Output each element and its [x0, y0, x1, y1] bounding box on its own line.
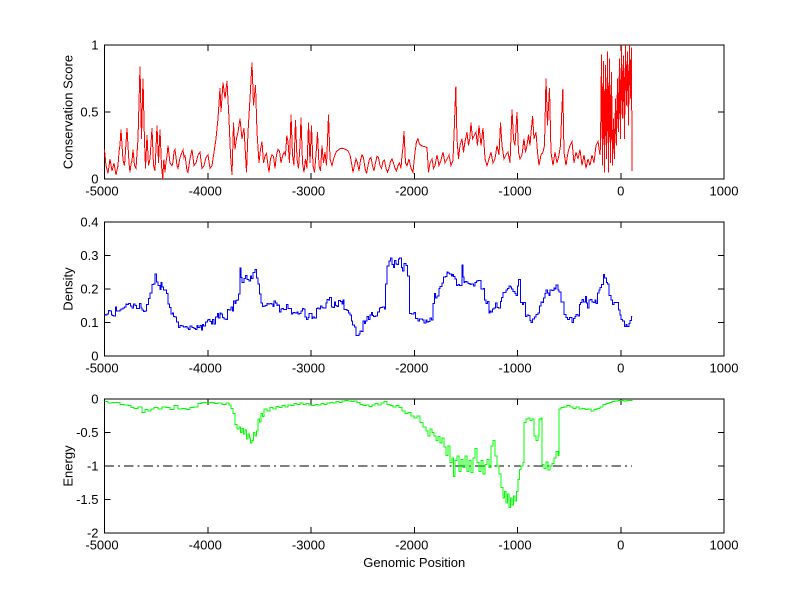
svg-text:0: 0	[91, 349, 98, 364]
svg-text:-1000: -1000	[498, 184, 531, 199]
svg-text:Genomic Position: Genomic Position	[363, 555, 465, 570]
svg-text:Energy: Energy	[61, 445, 76, 487]
svg-text:-1000: -1000	[498, 361, 531, 376]
svg-text:-5000: -5000	[85, 184, 118, 199]
svg-text:-3000: -3000	[292, 361, 325, 376]
svg-text:-1: -1	[87, 459, 99, 474]
svg-text:0: 0	[617, 361, 624, 376]
svg-text:-2000: -2000	[395, 538, 428, 553]
svg-text:0.2: 0.2	[80, 282, 98, 297]
svg-text:-0.5: -0.5	[76, 425, 98, 440]
svg-text:-1.5: -1.5	[76, 492, 98, 507]
svg-text:-4000: -4000	[189, 184, 222, 199]
svg-text:-5000: -5000	[85, 538, 118, 553]
svg-text:1000: 1000	[710, 538, 739, 553]
svg-text:1000: 1000	[710, 361, 739, 376]
svg-text:0: 0	[91, 392, 98, 407]
svg-text:0.5: 0.5	[80, 105, 98, 120]
svg-text:-3000: -3000	[292, 538, 325, 553]
svg-text:1000: 1000	[710, 184, 739, 199]
svg-text:-2000: -2000	[395, 361, 428, 376]
svg-text:-4000: -4000	[189, 361, 222, 376]
svg-text:0: 0	[91, 172, 98, 187]
svg-text:0.1: 0.1	[80, 315, 98, 330]
svg-text:Density: Density	[61, 267, 76, 311]
svg-text:0.4: 0.4	[80, 215, 98, 230]
svg-text:-2: -2	[87, 526, 99, 541]
svg-text:0.3: 0.3	[80, 248, 98, 263]
svg-text:1: 1	[91, 38, 98, 53]
svg-text:0: 0	[617, 184, 624, 199]
svg-text:-3000: -3000	[292, 184, 325, 199]
svg-text:-2000: -2000	[395, 184, 428, 199]
svg-text:-1000: -1000	[498, 538, 531, 553]
svg-text:0: 0	[617, 538, 624, 553]
svg-text:Conservation Score: Conservation Score	[61, 55, 76, 169]
svg-text:-4000: -4000	[189, 538, 222, 553]
svg-text:-5000: -5000	[85, 361, 118, 376]
